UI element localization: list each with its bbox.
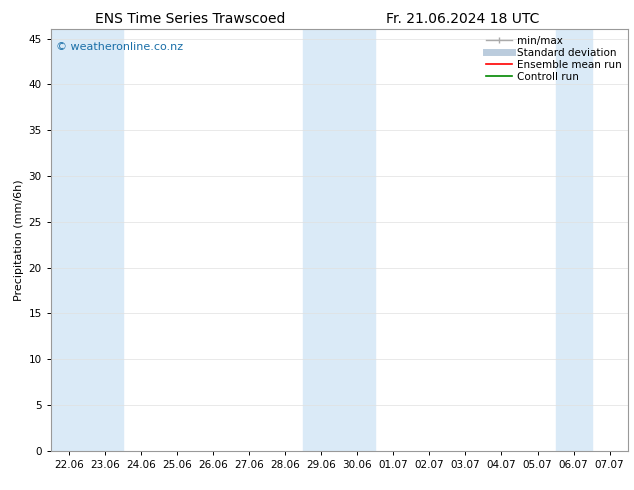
Legend: min/max, Standard deviation, Ensemble mean run, Controll run: min/max, Standard deviation, Ensemble me… — [482, 31, 626, 86]
Bar — [51, 29, 123, 451]
Bar — [555, 29, 592, 451]
Y-axis label: Precipitation (mm/6h): Precipitation (mm/6h) — [15, 179, 24, 301]
Text: Fr. 21.06.2024 18 UTC: Fr. 21.06.2024 18 UTC — [386, 12, 540, 26]
Text: © weatheronline.co.nz: © weatheronline.co.nz — [56, 42, 184, 52]
Bar — [303, 29, 375, 451]
Text: ENS Time Series Trawscoed: ENS Time Series Trawscoed — [95, 12, 285, 26]
